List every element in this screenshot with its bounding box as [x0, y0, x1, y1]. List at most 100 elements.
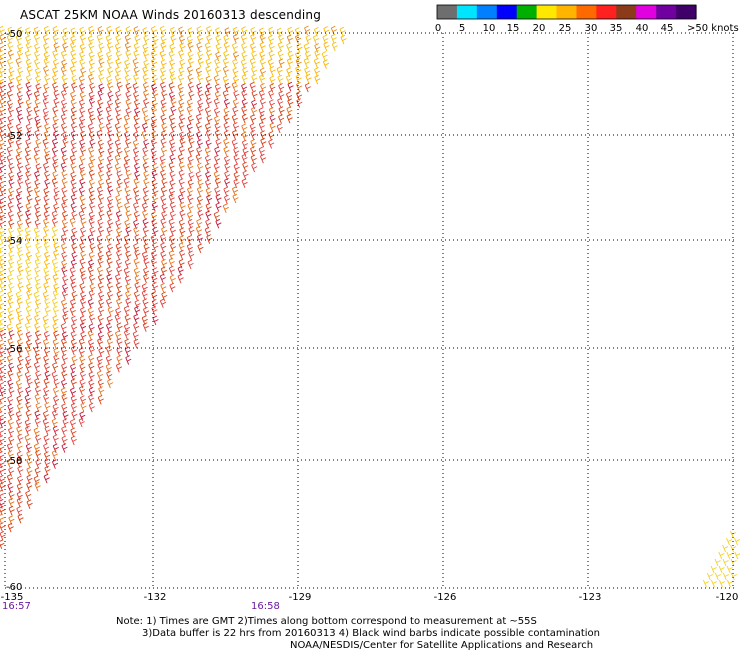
wind-barb: [188, 82, 194, 91]
wind-barb: [62, 354, 68, 363]
wind-barb: [735, 552, 740, 559]
wind-barb: [161, 138, 167, 147]
wind-barb: [198, 75, 204, 84]
wind-barb: [54, 396, 60, 405]
wind-barb: [89, 187, 95, 196]
wind-barb: [0, 178, 4, 187]
wind-barb: [134, 100, 140, 109]
wind-barb: [9, 283, 15, 292]
wind-barb: [126, 170, 132, 179]
wind-barb: [134, 187, 140, 196]
wind-barb: [242, 179, 248, 188]
wind-barb: [160, 51, 166, 60]
wind-barb: [34, 362, 40, 371]
wind-barb: [17, 396, 23, 405]
lon-label: -129: [289, 592, 312, 603]
wind-barb: [106, 323, 112, 332]
wind-barb: [288, 82, 294, 91]
wind-barb: [34, 227, 40, 236]
wind-barb: [8, 428, 14, 437]
wind-barb: [107, 258, 113, 267]
wind-barb: [44, 282, 50, 291]
wind-barb: [108, 148, 114, 157]
wind-barb: [215, 147, 221, 156]
wind-barb: [322, 52, 328, 61]
wind-barb: [126, 356, 132, 365]
wind-barb: [108, 92, 114, 101]
wind-barb: [54, 379, 60, 388]
wind-barb: [133, 148, 139, 157]
wind-barb: [196, 172, 202, 181]
wind-barb: [26, 402, 32, 411]
wind-barb: [719, 580, 725, 587]
wind-barb: [36, 435, 42, 444]
wind-barb: [8, 483, 14, 492]
wind-barb: [0, 482, 5, 491]
wind-barb: [187, 187, 193, 196]
wind-barb: [53, 67, 59, 76]
wind-barb: [71, 436, 77, 445]
wind-barb: [224, 147, 230, 156]
wind-barb: [269, 51, 275, 60]
wind-barb: [89, 372, 95, 381]
wind-barb: [134, 314, 140, 323]
wind-barb: [71, 331, 77, 340]
wind-barb: [18, 356, 24, 365]
wind-barb: [89, 60, 95, 69]
wind-barb: [134, 323, 140, 332]
wind-barb: [180, 250, 186, 259]
wind-barb: [106, 106, 112, 115]
wind-barb: [144, 99, 150, 108]
wind-barb: [0, 395, 4, 404]
wind-barb: [98, 283, 104, 292]
wind-barb: [151, 139, 157, 148]
wind-barb: [287, 107, 293, 116]
note-line-1: Note: 1) Times are GMT 2)Times along bot…: [116, 616, 537, 628]
wind-barb: [63, 276, 69, 285]
wind-barb: [727, 580, 733, 587]
wind-barb: [80, 155, 86, 164]
wind-barb: [98, 203, 104, 212]
wind-barb: [715, 559, 721, 566]
wind-barb: [8, 370, 14, 379]
wind-barb: [278, 42, 284, 51]
wind-barb: [80, 283, 86, 292]
wind-barb: [44, 355, 50, 364]
wind-barb: [54, 131, 60, 140]
wind-barb: [143, 219, 149, 228]
wind-barb: [36, 84, 42, 93]
wind-barb: [296, 74, 302, 83]
wind-barb: [52, 235, 58, 244]
wind-barb: [16, 76, 22, 85]
wind-barb: [7, 59, 13, 68]
wind-barb: [89, 346, 95, 355]
wind-barb: [17, 298, 23, 307]
wind-barb: [134, 339, 140, 348]
color-scale-bar: [437, 5, 697, 19]
color-scale-swatch: [557, 5, 578, 19]
wind-barb: [0, 58, 5, 67]
wind-barb: [234, 91, 240, 100]
wind-barb: [16, 411, 22, 420]
wind-barb: [89, 52, 95, 61]
wind-barb: [162, 178, 168, 187]
wind-barb: [179, 122, 185, 131]
time-label-middle: 16:58: [251, 601, 280, 612]
wind-barb: [27, 467, 33, 476]
wind-barb: [170, 146, 176, 155]
wind-barb: [54, 98, 60, 107]
wind-barb: [71, 195, 77, 204]
wind-barb: [0, 490, 4, 499]
wind-barb: [26, 242, 32, 251]
wind-barb: [80, 243, 86, 252]
wind-barb: [269, 100, 275, 109]
scale-label: >50 knots: [687, 23, 739, 34]
wind-barb: [108, 67, 114, 76]
wind-barb: [107, 210, 113, 219]
wind-barb: [52, 226, 58, 235]
wind-barb: [90, 227, 96, 236]
wind-barb: [89, 363, 95, 372]
wind-barb: [90, 132, 96, 141]
wind-barb: [324, 42, 330, 51]
